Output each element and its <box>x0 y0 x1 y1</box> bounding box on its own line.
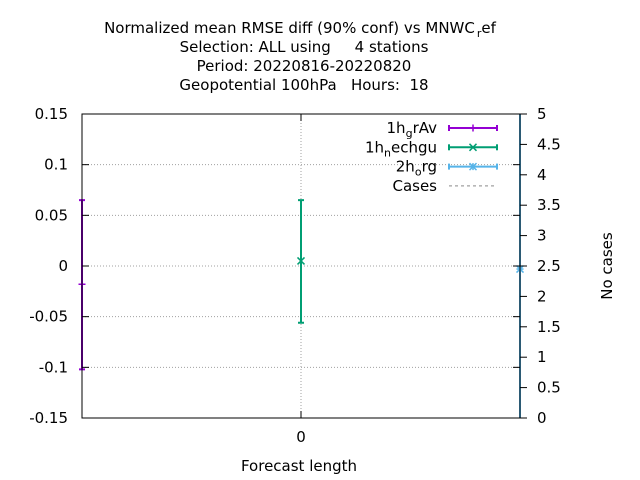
y2-tick-label: 1 <box>537 348 547 366</box>
legend-label: 1hgrAv <box>387 119 438 140</box>
y-tick-label: -0.1 <box>39 358 68 376</box>
y-tick-label: 0 <box>58 257 68 275</box>
legend-item-cases: Cases <box>392 177 497 195</box>
legend-item-1: 1hgrAv <box>387 119 498 140</box>
y2-tick-label: 2 <box>537 287 547 305</box>
y-tick-label: 0.1 <box>44 156 68 174</box>
x-tick-label: 0 <box>296 428 306 446</box>
legend-item-2: 1hnechgu <box>365 138 498 159</box>
title-line-3: Period: 20220816-20220820 <box>197 57 412 75</box>
title-line-1: Normalized mean RMSE diff (90% conf) vs … <box>104 19 497 40</box>
y2-tick-label: 0.5 <box>537 379 561 397</box>
marker-stroke <box>468 143 478 152</box>
series-2 <box>296 199 306 324</box>
legend-label-cases: Cases <box>392 177 437 195</box>
y2-axis-label: No cases <box>598 232 616 300</box>
y-tick-label: 0.05 <box>35 206 68 224</box>
y2-tick-label: 2.5 <box>537 257 561 275</box>
y2-tick-label: 4 <box>537 166 547 184</box>
title-line-4: Geopotential 100hPa Hours: 18 <box>179 76 428 94</box>
y2-axis-ticks: 0 0.5 1 1.5 2 2.5 3 3.5 4 4.5 5 <box>520 105 561 427</box>
marker-stroke <box>296 256 306 265</box>
y2-tick-label: 5 <box>537 105 547 123</box>
y-axis-ticks: -0.15 -0.1 -0.05 0 0.05 0.1 0.15 <box>29 105 520 427</box>
x-axis-label: Forecast length <box>241 457 357 475</box>
y2-tick-label: 3.5 <box>537 196 561 214</box>
chart-title: Normalized mean RMSE diff (90% conf) vs … <box>104 19 497 94</box>
marker-stroke <box>468 162 478 171</box>
legend-label: 2horg <box>396 158 437 179</box>
legend-item-3: 2horg <box>396 158 498 179</box>
x-axis-ticks: 0 <box>296 114 306 446</box>
y-tick-label: -0.05 <box>29 308 68 326</box>
y2-tick-label: 1.5 <box>537 318 561 336</box>
y-tick-label: 0.15 <box>35 105 68 123</box>
legend-label: 1hnechgu <box>365 138 437 159</box>
y-tick-label: -0.15 <box>29 409 68 427</box>
y2-tick-label: 3 <box>537 227 547 245</box>
title-line-2: Selection: ALL using 4 stations <box>180 38 429 56</box>
y2-tick-label: 0 <box>537 409 547 427</box>
y2-tick-label: 4.5 <box>537 135 561 153</box>
